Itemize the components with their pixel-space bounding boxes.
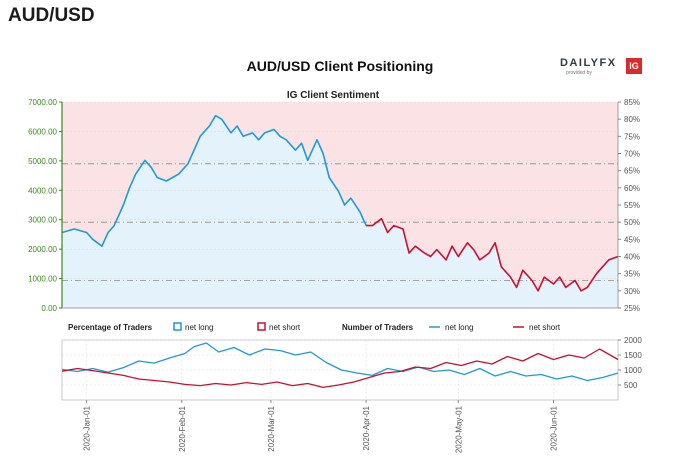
traders-chart-gridlines bbox=[61, 339, 619, 401]
percent-tick-label: 80% bbox=[624, 115, 640, 124]
percent-tick-label: 65% bbox=[624, 167, 640, 176]
price-tick-label: 1000.00 bbox=[28, 275, 57, 284]
date-tick-label: 2020-Mar-01 bbox=[267, 405, 276, 451]
price-tick-label: 4000.00 bbox=[28, 186, 57, 195]
percent-tick-label: 25% bbox=[624, 304, 640, 313]
page-title: AUD/USD bbox=[8, 5, 95, 26]
percent-tick-label: 55% bbox=[624, 201, 640, 210]
traders-line-net-short bbox=[61, 348, 619, 389]
traders-tick-label: 2000 bbox=[624, 336, 642, 345]
legend-net-long-label: net long bbox=[185, 323, 213, 332]
legend-net-long-label-2: net long bbox=[445, 323, 473, 332]
percent-tick-label: 85% bbox=[624, 98, 640, 107]
legend-percentage-title: Percentage of Traders bbox=[68, 323, 153, 332]
legend-net-short-label-2: net short bbox=[529, 323, 561, 332]
chart-title: AUD/USD Client Positioning bbox=[246, 58, 434, 74]
percent-tick-label: 30% bbox=[624, 287, 640, 296]
traders-tick-label: 500 bbox=[624, 381, 638, 390]
date-tick-label: 2020-Apr-01 bbox=[362, 405, 371, 450]
chart-card: AUD/USD Client Positioning DAILYFX provi… bbox=[4, 40, 676, 470]
brand-sub: provided by bbox=[566, 70, 592, 76]
percent-tick-label: 40% bbox=[624, 253, 640, 262]
date-tick-label: 2020-Feb-01 bbox=[178, 405, 187, 451]
dailyfx-logo: DAILYFX provided by IG bbox=[560, 56, 656, 78]
sentiment-chart-title: IG Client Sentiment bbox=[287, 90, 380, 101]
brand-word: DAILYFX bbox=[560, 57, 617, 69]
percent-tick-label: 75% bbox=[624, 132, 640, 141]
traders-line-net-long bbox=[61, 342, 619, 382]
series-line-net-short bbox=[366, 217, 619, 292]
traders-chart-axes: 500 1000 1500 2000 2020-Jan-01 2020-Feb-01 202… bbox=[83, 336, 643, 453]
main-chart-axes: 0.00 1000.00 2000.00 3000.00 4000.00 5000.00 6… bbox=[28, 98, 640, 313]
percent-tick-label: 60% bbox=[624, 184, 640, 193]
price-tick-label: 0.00 bbox=[41, 304, 57, 313]
price-tick-label: 2000.00 bbox=[28, 245, 57, 254]
main-chart-background bbox=[62, 102, 618, 308]
legend-net-long-swatch bbox=[173, 322, 182, 331]
percent-tick-label: 50% bbox=[624, 218, 640, 227]
price-tick-label: 5000.00 bbox=[28, 157, 57, 166]
ig-logo-icon: IG bbox=[626, 58, 642, 74]
percent-tick-label: 35% bbox=[624, 270, 640, 279]
date-tick-label: 2020-Jan-01 bbox=[83, 405, 92, 450]
date-tick-label: 2020-Jun-01 bbox=[549, 405, 558, 450]
series-line-net-long bbox=[61, 114, 367, 247]
main-chart-series bbox=[61, 114, 619, 292]
price-tick-label: 6000.00 bbox=[28, 127, 57, 136]
legend-number-title: Number of Traders bbox=[342, 323, 414, 332]
legend-net-short-label: net short bbox=[269, 323, 301, 332]
legend-net-short-swatch bbox=[257, 322, 266, 331]
percent-tick-label: 70% bbox=[624, 150, 640, 159]
sentiment-chart: 0.00 1000.00 2000.00 3000.00 4000.00 5000.00 6… bbox=[28, 90, 643, 453]
traders-chart-series bbox=[61, 342, 619, 389]
legend: Percentage of Traders net long net short… bbox=[68, 322, 561, 332]
percent-tick-label: 45% bbox=[624, 235, 640, 244]
price-tick-label: 3000.00 bbox=[28, 216, 57, 225]
traders-tick-label: 1500 bbox=[624, 351, 642, 360]
date-tick-label: 2020-May-01 bbox=[454, 405, 463, 453]
traders-tick-label: 1000 bbox=[624, 366, 642, 375]
price-tick-label: 7000.00 bbox=[28, 98, 57, 107]
